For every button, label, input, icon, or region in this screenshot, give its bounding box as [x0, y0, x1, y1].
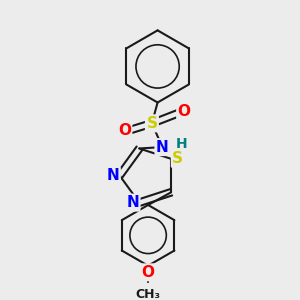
Text: S: S: [172, 151, 183, 166]
Text: CH₃: CH₃: [136, 287, 160, 300]
Text: N: N: [106, 168, 119, 183]
Text: N: N: [156, 140, 169, 154]
Text: O: O: [142, 265, 154, 280]
Text: S: S: [146, 116, 158, 131]
Text: H: H: [176, 137, 187, 151]
Text: N: N: [126, 195, 139, 210]
Text: O: O: [118, 124, 131, 139]
Text: O: O: [178, 104, 191, 119]
